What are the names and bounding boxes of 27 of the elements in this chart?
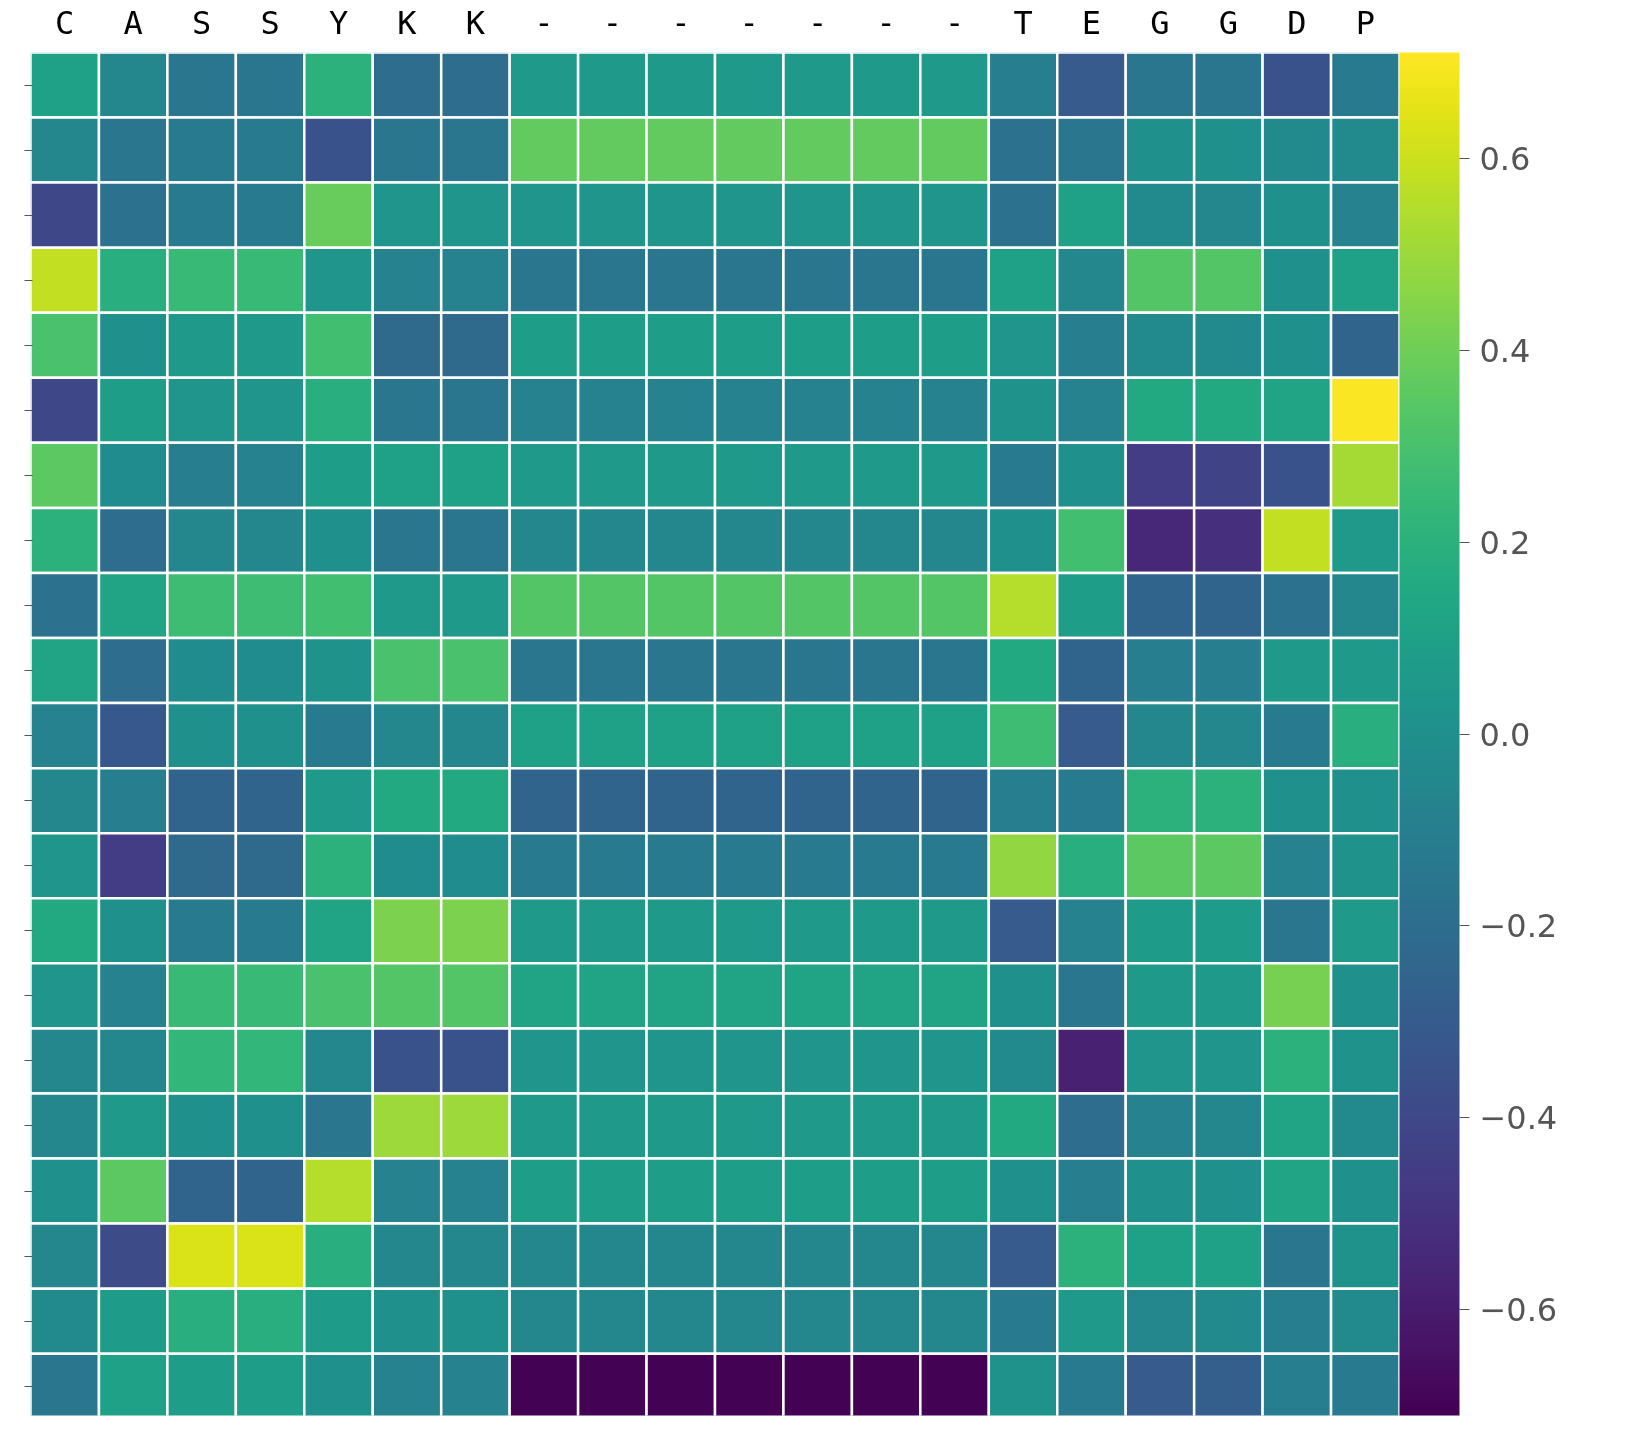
x-tick-label: - (944, 3, 965, 42)
x-tick-label: - (602, 3, 622, 42)
x-tick-label: K (465, 3, 486, 42)
x-tick-label: C (55, 3, 75, 42)
x-tick-label: - (808, 3, 828, 42)
color-bar-label: 0.4 (1479, 331, 1531, 370)
color-bar-label: 0.0 (1479, 715, 1531, 754)
x-tick-label: - (534, 3, 554, 42)
x-tick-label: - (739, 3, 759, 42)
color-bar-label: −0.4 (1479, 1099, 1558, 1138)
x-tick-label: S (191, 3, 212, 42)
x-tick-label: A (123, 3, 143, 42)
x-tick-label: S (260, 3, 280, 42)
color-bar-label: −0.6 (1479, 1291, 1558, 1330)
x-tick-label: E (1081, 3, 1102, 42)
x-tick-label: T (1013, 3, 1033, 42)
x-tick-label: K (397, 3, 418, 42)
x-tick-label: P (1355, 3, 1375, 42)
x-tick-label: G (1150, 3, 1170, 42)
x-tick-label: G (1218, 3, 1239, 42)
x-tick-label: - (876, 3, 896, 42)
x-tick-label: - (671, 3, 691, 42)
color-bar-label: 0.2 (1479, 523, 1531, 562)
x-tick-label: Y (328, 3, 349, 42)
x-tick-label: D (1287, 3, 1307, 42)
color-bar-label: −0.2 (1479, 907, 1558, 946)
color-bar-label: 0.6 (1479, 139, 1531, 178)
